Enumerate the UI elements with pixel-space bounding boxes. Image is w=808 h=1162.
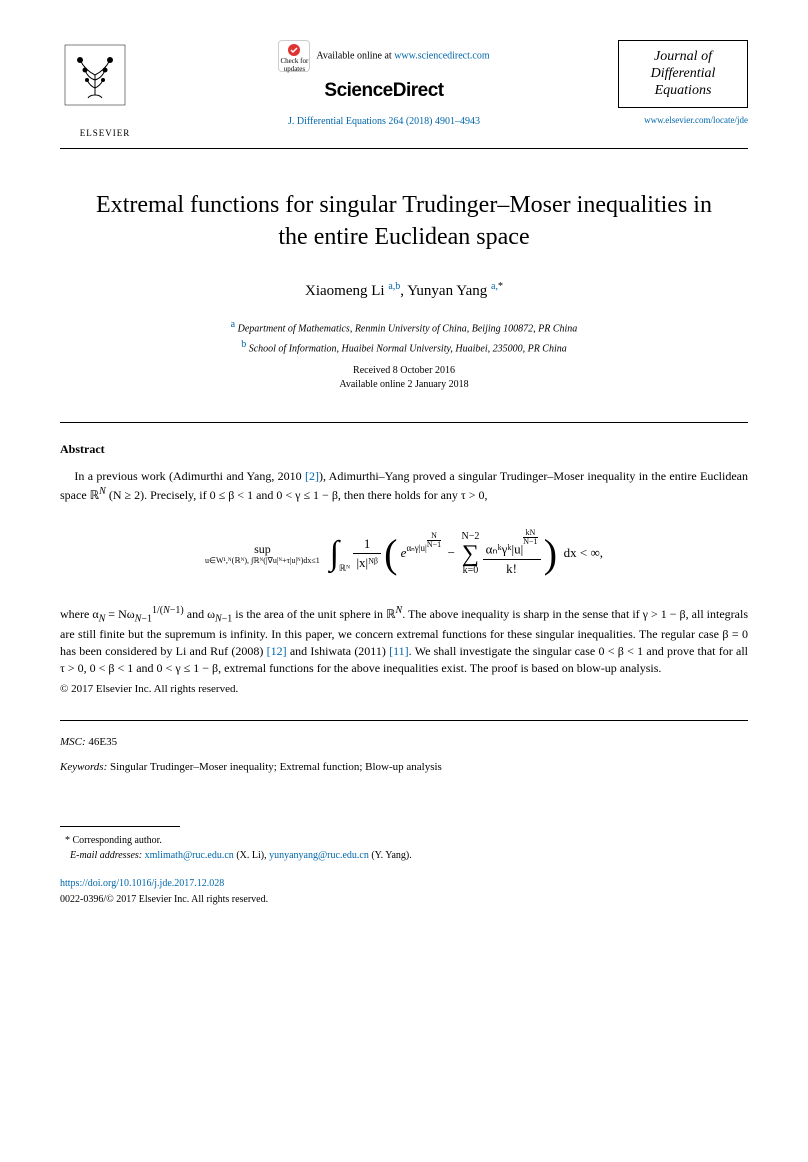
email-2-link[interactable]: yunyanyang@ruc.edu.cn	[269, 850, 369, 861]
header-row: ELSEVIER Check for updates Available onl…	[60, 40, 748, 140]
authors-line: Xiaomeng Li a,b, Yunyan Yang a,*	[60, 280, 748, 302]
ref-12-link[interactable]: [12]	[267, 644, 287, 658]
publisher-name: ELSEVIER	[60, 127, 150, 140]
exp-exp: NN−1	[427, 532, 441, 549]
integral-sign: ∫	[330, 535, 339, 572]
header-rule	[60, 148, 748, 149]
corresponding-author-label: Corresponding author.	[73, 835, 162, 846]
affiliation-a: a Department of Mathematics, Renmin Univ…	[60, 318, 748, 336]
doi-link[interactable]: https://doi.org/10.1016/j.jde.2017.12.02…	[60, 878, 224, 889]
frac-weight-den: |x|ᴺᵝ	[353, 554, 380, 572]
dates-block: Received 8 October 2016 Available online…	[60, 364, 748, 392]
check-badge-text: Check for updates	[280, 57, 308, 73]
abs-p2-d: is the area of the unit sphere in ℝ	[232, 607, 395, 621]
abstract-copyright: © 2017 Elsevier Inc. All rights reserved…	[60, 682, 748, 697]
msc-value: 46E35	[88, 736, 117, 748]
frac-weight-num: 1	[353, 535, 380, 554]
email-1-link[interactable]: xmlimath@ruc.edu.cn	[145, 850, 234, 861]
sup-condition: u∈W¹,ᴺ(ℝᴺ), ∫ℝᴺ(|∇u|ᴺ+τ|u|ᴺ)dx≤1	[205, 556, 320, 565]
abs-p2-a: where α	[60, 607, 99, 621]
sum-top: N−2	[461, 531, 479, 542]
author-2-marks[interactable]: a,	[491, 281, 498, 292]
sup-label: sup	[254, 542, 271, 556]
affil-a-mark: a	[231, 319, 235, 330]
citation-line[interactable]: J. Differential Equations 264 (2018) 490…	[150, 115, 618, 129]
exp-arg: αₙγ|u|	[406, 543, 426, 553]
formula-tail: dx < ∞,	[564, 545, 603, 560]
sum-frac-exp: kNN−1	[523, 529, 537, 546]
ref-2-link[interactable]: [2]	[305, 469, 319, 483]
author-1-marks[interactable]: a,b	[388, 281, 400, 292]
sum-operator: N−2 ∑ k=0	[461, 532, 479, 576]
available-online-line: Check for updates Available online at ww…	[150, 40, 618, 72]
sigma-sign: ∑	[461, 542, 479, 566]
author-1-name: Xiaomeng Li	[305, 283, 385, 299]
keywords-line: Keywords: Singular Trudinger–Moser inequ…	[60, 760, 748, 775]
email-label: E-mail addresses:	[70, 850, 142, 861]
integral-domain: ℝᴺ	[339, 563, 350, 573]
publisher-logo-block: ELSEVIER	[60, 40, 150, 140]
abstract-bottom-rule	[60, 720, 748, 721]
footnote-block: * Corresponding author. E-mail addresses…	[60, 833, 748, 863]
affil-b-text: School of Information, Huaibei Normal Un…	[249, 343, 567, 354]
header-center: Check for updates Available online at ww…	[150, 40, 618, 135]
abstract-heading: Abstract	[60, 441, 748, 458]
author-2-corresponding-mark[interactable]: *	[498, 281, 503, 292]
keywords-label: Keywords:	[60, 761, 107, 773]
author-2-name: Yunyan Yang	[407, 283, 487, 299]
received-date: Received 8 October 2016	[60, 364, 748, 378]
rparen: )	[544, 531, 557, 576]
abs-p1-c: (N ≥ 2). Precisely, if 0 ≤ β < 1 and 0 <…	[106, 488, 488, 502]
email-1-name: (X. Li)	[236, 850, 264, 861]
check-updates-icon	[287, 43, 301, 57]
affil-b-mark: b	[241, 339, 246, 350]
frac-weight: 1 |x|ᴺᵝ	[353, 535, 380, 572]
elsevier-tree-logo	[60, 40, 130, 120]
online-date: Available online 2 January 2018	[60, 378, 748, 392]
abs-p2-c: and ω	[184, 607, 215, 621]
lparen: (	[384, 531, 397, 576]
msc-label: MSC:	[60, 736, 86, 748]
sup-operator: sup u∈W¹,ᴺ(ℝᴺ), ∫ℝᴺ(|∇u|ᴺ+τ|u|ᴺ)dx≤1	[205, 542, 320, 566]
abs-p1-a: In a previous work (Adimurthi and Yang, …	[74, 469, 305, 483]
journal-homepage-link[interactable]: www.elsevier.com/locate/jde	[644, 115, 748, 125]
abstract-paragraph-2: where αN = NωN−11/(N−1) and ωN−1 is the …	[60, 604, 748, 677]
abstract-top-rule	[60, 422, 748, 423]
affil-a-text: Department of Mathematics, Renmin Univer…	[238, 323, 578, 334]
article-title: Extremal functions for singular Trudinge…	[90, 189, 718, 254]
affiliation-b: b School of Information, Huaibei Normal …	[60, 338, 748, 356]
abs-p2-f: and Ishiwata (2011)	[287, 644, 390, 658]
sciencedirect-logo: ScienceDirect	[150, 78, 618, 105]
issn-copyright-line: 0022-0396/© 2017 Elsevier Inc. All right…	[60, 893, 748, 907]
exp-exp-den: N−1	[427, 540, 441, 549]
main-formula: sup u∈W¹,ᴺ(ℝᴺ), ∫ℝᴺ(|∇u|ᴺ+τ|u|ᴺ)dx≤1 ∫ℝᴺ…	[60, 526, 748, 582]
footnote-rule	[60, 826, 180, 827]
keywords-value: Singular Trudinger–Moser inequality; Ext…	[110, 761, 442, 773]
header-right: Journal of Differential Equations www.el…	[618, 40, 748, 127]
check-updates-badge[interactable]: Check for updates	[278, 40, 310, 72]
available-prefix: Available online at	[316, 50, 394, 61]
sum-bot: k=0	[463, 565, 479, 576]
ref-11-link[interactable]: [11]	[389, 644, 409, 658]
sum-frac-num: αₙᵏγᵏ|u|	[486, 542, 524, 557]
sum-frac-exp-den: N−1	[523, 537, 537, 546]
sum-term-frac: αₙᵏγᵏ|u|kNN−1 k!	[483, 529, 541, 578]
abs-p2-b: = Nω	[105, 607, 134, 621]
journal-title-box: Journal of Differential Equations	[618, 40, 748, 108]
email-2-name: (Y. Yang)	[371, 850, 409, 861]
abstract-paragraph-1: In a previous work (Adimurthi and Yang, …	[60, 468, 748, 504]
sum-frac-den: k!	[483, 560, 541, 578]
available-url[interactable]: www.sciencedirect.com	[394, 50, 489, 61]
msc-line: MSC: 46E35	[60, 735, 748, 750]
